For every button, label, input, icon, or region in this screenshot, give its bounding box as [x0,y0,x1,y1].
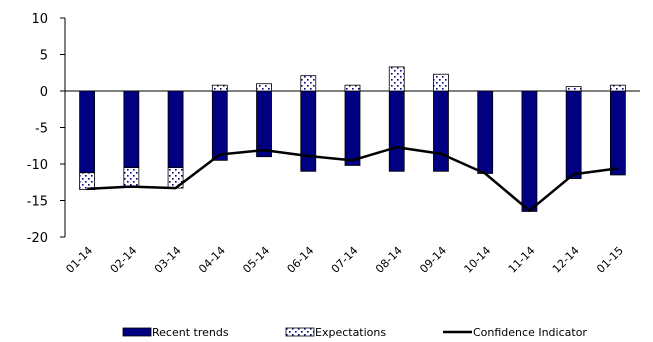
bar-recent-trends [300,90,317,172]
bar-recent-trends [388,90,405,172]
x-tick-label: 03-14 [152,244,184,276]
legend-swatch-recent-trends [122,327,152,337]
bar-recent-trends [477,90,494,174]
bar-expectations [211,84,228,92]
x-tick-label: 04-14 [196,244,228,276]
y-tick-label: -10 [27,158,48,173]
bar-recent-trends [123,90,140,169]
bar-expectations [388,66,405,92]
bar-expectations [565,86,582,92]
x-tick-label: 12-14 [550,244,582,276]
y-tick-label: 0 [40,85,48,100]
legend-label-recent-trends: Recent trends [152,326,229,339]
bar-recent-trends [211,90,228,161]
y-tick-label: 10 [31,12,48,27]
bar-expectations [123,167,140,188]
x-tick-label: 01-15 [594,244,626,276]
x-tick-label: 08-14 [373,244,405,276]
bar-expectations [433,73,449,92]
legend-label-expectations: Expectations [315,326,386,339]
x-tick-label: 09-14 [417,244,449,276]
x-tick-label: 07-14 [329,244,361,276]
bar-recent-trends [344,90,361,166]
chart-axes: 10 5 0 -5 -10 -15 -20 01-14 02-14 03-14 04-14 05-14… [27,12,640,276]
x-tick-label: 06-14 [285,244,317,276]
bar-expectations [609,84,626,92]
chart-bars [79,66,626,212]
x-tick-label: 11-14 [506,244,538,276]
bar-expectations [256,83,272,92]
legend-swatch-expectations [285,327,315,337]
x-tick-label: 01-14 [63,244,95,276]
line-confidence-indicator [87,145,619,212]
bar-recent-trends [256,90,272,158]
bar-expectations [79,172,96,190]
bar-recent-trends [521,90,538,212]
bar-recent-trends [609,90,626,176]
legend-label-confidence-indicator: Confidence Indicator [473,326,587,339]
bar-recent-trends [79,90,96,174]
bar-expectations [344,84,361,92]
chart-legend: Recent trends Expectations Confidence Indi… [122,326,587,339]
x-tick-label: 02-14 [108,244,140,276]
bar-recent-trends [565,90,582,179]
y-tick-label: -20 [27,231,48,246]
y-tick-label: 5 [40,49,48,64]
chart-line [87,145,619,212]
bar-expectations [300,75,317,92]
bar-recent-trends [433,90,449,172]
x-tick-label: 10-14 [462,244,494,276]
bar-recent-trends [167,90,184,169]
x-tick-label: 05-14 [240,244,272,276]
y-tick-label: -5 [35,122,48,137]
y-tick-label: -15 [27,195,48,210]
